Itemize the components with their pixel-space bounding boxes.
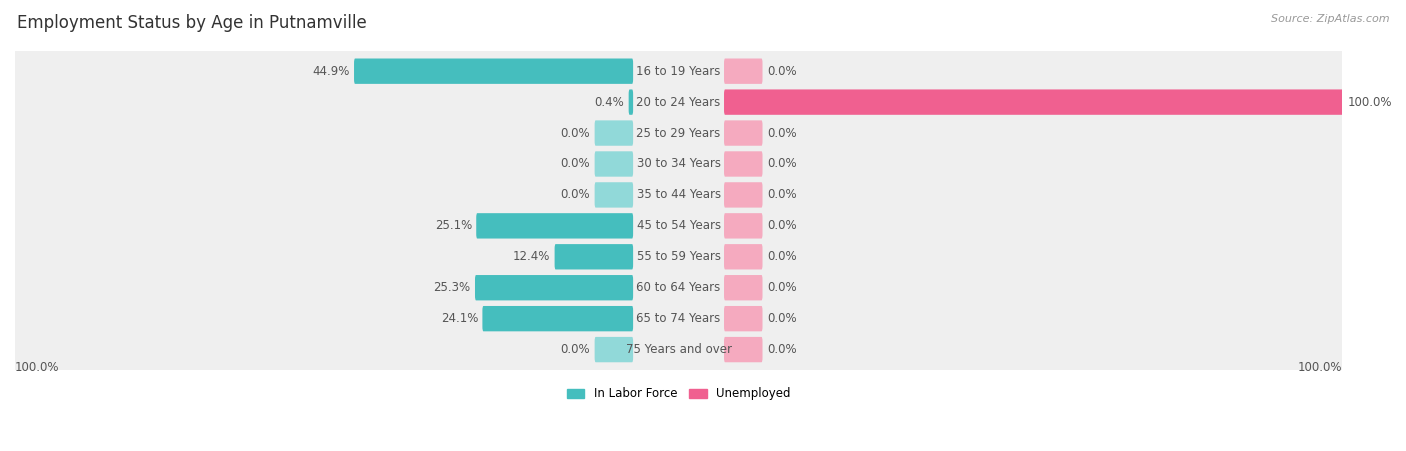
Text: 25.3%: 25.3% — [433, 281, 471, 294]
Text: 16 to 19 Years: 16 to 19 Years — [637, 64, 721, 78]
Text: 75 Years and over: 75 Years and over — [626, 343, 731, 356]
Text: Employment Status by Age in Putnamville: Employment Status by Age in Putnamville — [17, 14, 367, 32]
FancyBboxPatch shape — [14, 107, 1347, 162]
FancyBboxPatch shape — [724, 89, 1343, 115]
Text: 0.0%: 0.0% — [766, 343, 796, 356]
Text: 0.0%: 0.0% — [766, 157, 796, 170]
FancyBboxPatch shape — [14, 262, 1347, 317]
Text: 0.0%: 0.0% — [766, 127, 796, 139]
FancyBboxPatch shape — [11, 74, 1346, 129]
Text: 20 to 24 Years: 20 to 24 Years — [637, 96, 721, 109]
FancyBboxPatch shape — [554, 244, 633, 269]
Text: Source: ZipAtlas.com: Source: ZipAtlas.com — [1271, 14, 1389, 23]
FancyBboxPatch shape — [595, 120, 633, 146]
FancyBboxPatch shape — [475, 275, 633, 300]
FancyBboxPatch shape — [477, 213, 633, 239]
Text: 65 to 74 Years: 65 to 74 Years — [637, 312, 721, 325]
FancyBboxPatch shape — [11, 260, 1346, 315]
Text: 0.0%: 0.0% — [766, 219, 796, 232]
FancyBboxPatch shape — [724, 244, 762, 269]
Text: 0.0%: 0.0% — [766, 312, 796, 325]
FancyBboxPatch shape — [14, 323, 1347, 378]
FancyBboxPatch shape — [14, 199, 1347, 255]
Legend: In Labor Force, Unemployed: In Labor Force, Unemployed — [562, 383, 796, 405]
Text: 0.0%: 0.0% — [766, 64, 796, 78]
FancyBboxPatch shape — [724, 275, 762, 300]
Text: 44.9%: 44.9% — [312, 64, 350, 78]
Text: 0.0%: 0.0% — [766, 189, 796, 202]
FancyBboxPatch shape — [482, 306, 633, 331]
Text: 25 to 29 Years: 25 to 29 Years — [637, 127, 721, 139]
FancyBboxPatch shape — [595, 337, 633, 362]
Text: 35 to 44 Years: 35 to 44 Years — [637, 189, 721, 202]
FancyBboxPatch shape — [11, 137, 1346, 192]
FancyBboxPatch shape — [11, 167, 1346, 222]
Text: 25.1%: 25.1% — [434, 219, 472, 232]
Text: 0.0%: 0.0% — [561, 343, 591, 356]
FancyBboxPatch shape — [11, 198, 1346, 253]
Text: 24.1%: 24.1% — [440, 312, 478, 325]
FancyBboxPatch shape — [724, 59, 762, 84]
FancyBboxPatch shape — [595, 151, 633, 177]
FancyBboxPatch shape — [14, 169, 1347, 224]
FancyBboxPatch shape — [11, 322, 1346, 377]
FancyBboxPatch shape — [14, 292, 1347, 347]
FancyBboxPatch shape — [724, 182, 762, 207]
Text: 0.0%: 0.0% — [766, 281, 796, 294]
Text: 12.4%: 12.4% — [513, 250, 550, 263]
Text: 0.4%: 0.4% — [595, 96, 624, 109]
FancyBboxPatch shape — [11, 291, 1346, 346]
FancyBboxPatch shape — [724, 120, 762, 146]
Text: 100.0%: 100.0% — [15, 361, 59, 374]
FancyBboxPatch shape — [11, 106, 1346, 161]
Text: 55 to 59 Years: 55 to 59 Years — [637, 250, 720, 263]
FancyBboxPatch shape — [14, 138, 1347, 193]
Text: 60 to 64 Years: 60 to 64 Years — [637, 281, 721, 294]
FancyBboxPatch shape — [724, 337, 762, 362]
FancyBboxPatch shape — [14, 76, 1347, 131]
FancyBboxPatch shape — [14, 45, 1347, 100]
FancyBboxPatch shape — [11, 44, 1346, 99]
Text: 100.0%: 100.0% — [1298, 361, 1343, 374]
Text: 45 to 54 Years: 45 to 54 Years — [637, 219, 721, 232]
Text: 0.0%: 0.0% — [561, 189, 591, 202]
Text: 0.0%: 0.0% — [561, 127, 591, 139]
FancyBboxPatch shape — [595, 182, 633, 207]
Text: 100.0%: 100.0% — [1347, 96, 1392, 109]
FancyBboxPatch shape — [724, 306, 762, 331]
FancyBboxPatch shape — [14, 230, 1347, 285]
Text: 30 to 34 Years: 30 to 34 Years — [637, 157, 720, 170]
Text: 0.0%: 0.0% — [766, 250, 796, 263]
FancyBboxPatch shape — [724, 151, 762, 177]
FancyBboxPatch shape — [628, 89, 633, 115]
Text: 0.0%: 0.0% — [561, 157, 591, 170]
FancyBboxPatch shape — [354, 59, 633, 84]
FancyBboxPatch shape — [724, 213, 762, 239]
FancyBboxPatch shape — [11, 229, 1346, 284]
